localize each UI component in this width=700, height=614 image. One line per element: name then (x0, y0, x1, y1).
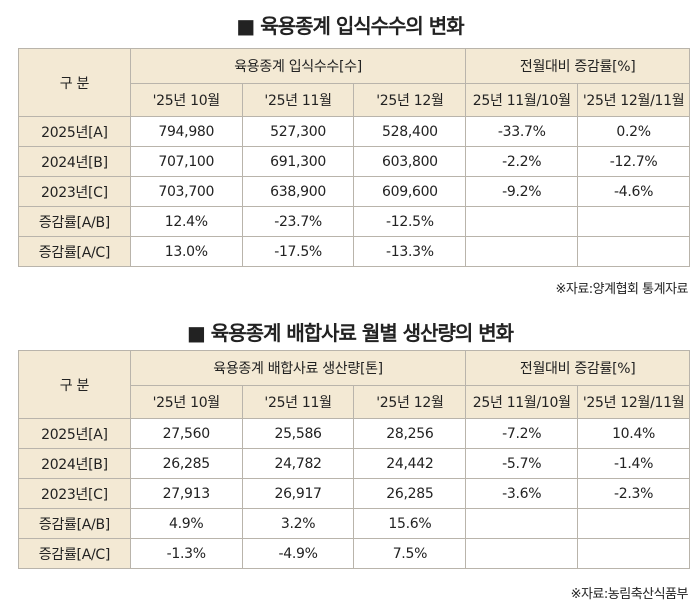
header-cell: '25년 10월 (129, 83, 243, 117)
data-cell: 26,285 (129, 448, 243, 479)
data-cell: -9.2% (465, 176, 579, 207)
empty-cell (465, 538, 579, 569)
data-cell: -7.2% (465, 418, 579, 449)
header-row: '25년 10월 '25년 11월 '25년 12월 25년 11월/10월 '25년 … (19, 83, 690, 117)
data-cell: 528,400 (353, 116, 467, 147)
header-cell: 25년 11월/10월 (465, 83, 579, 117)
header-cell: 전월대비 증감률[%] (465, 48, 690, 84)
data-cell: 603,800 (353, 146, 467, 177)
data-cell: -12.5% (353, 206, 467, 237)
table-title: ■ 육용종계 입식수수의 변화 (236, 14, 464, 38)
header-cell: 25년 11월/10월 (465, 385, 579, 419)
data-cell: 10.4% (577, 418, 690, 449)
data-cell: 25,586 (241, 418, 355, 449)
data-row: 증감률[A/B] 4.9% 3.2% 15.6% (18, 508, 690, 539)
data-cell: 26,917 (241, 478, 355, 509)
data-cell: 24,442 (353, 448, 467, 479)
data-cell: -2.2% (465, 146, 579, 177)
data-table: 구 분 육용종계 입식수수[수] 전월대비 증감률[%] '25년 10월 '25년 1… (18, 48, 690, 267)
data-cell: 27,560 (129, 418, 243, 449)
data-row: 2023년[C] 27,913 26,917 26,285 -3.6% -2.3% (18, 478, 690, 509)
data-cell: 691,300 (241, 146, 355, 177)
data-cell: 527,300 (241, 116, 355, 147)
data-row: 2023년[C] 703,700 638,900 609,600 -9.2% -4.6% (18, 176, 690, 207)
header-row: 구 분 육용종계 배합사료 생산량[톤] 전월대비 증감률[%] (18, 350, 690, 419)
empty-cell (577, 206, 690, 237)
data-cell: -13.3% (353, 236, 467, 267)
empty-cell (465, 508, 579, 539)
data-cell: 12.4% (129, 206, 243, 237)
header-cell: '25년 11월 (241, 83, 355, 117)
row-label: 2025년[A] (18, 418, 131, 449)
header-cell: '25년 12월 (353, 83, 467, 117)
data-cell: 707,100 (129, 146, 243, 177)
row-label: 2025년[A] (18, 116, 131, 147)
data-cell: -3.6% (465, 478, 579, 509)
data-cell: -23.7% (241, 206, 355, 237)
data-cell: 794,980 (129, 116, 243, 147)
data-row: 증감률[A/B] 12.4% -23.7% -12.5% (18, 206, 690, 237)
empty-cell (465, 236, 579, 267)
data-cell: -33.7% (465, 116, 579, 147)
data-cell: 24,782 (241, 448, 355, 479)
empty-cell (577, 236, 690, 267)
data-cell: 703,700 (129, 176, 243, 207)
data-table: 구 분 육용종계 배합사료 생산량[톤] 전월대비 증감률[%] '25년 10월 '2… (18, 350, 690, 569)
header-cell: 구 분 (18, 350, 131, 419)
row-label: 2024년[B] (18, 448, 131, 479)
row-label: 2023년[C] (18, 478, 131, 509)
row-label: 증감률[A/B] (18, 206, 131, 237)
header-cell: '25년 12월/11월 (577, 385, 690, 419)
header-cell: '25년 12월 (353, 385, 467, 419)
data-row: 2024년[B] 707,100 691,300 603,800 -2.2% -12.7% (18, 146, 690, 177)
data-cell: 0.2% (577, 116, 690, 147)
row-label: 증감률[A/B] (18, 508, 131, 539)
data-cell: 15.6% (353, 508, 467, 539)
header-cell: '25년 10월 (129, 385, 243, 419)
header-cell: 육용종계 입식수수[수] (129, 48, 467, 84)
data-cell: 27,913 (129, 478, 243, 509)
source-note: ※자료:농림축산식품부 (570, 587, 689, 602)
data-cell: -12.7% (577, 146, 690, 177)
data-row: 증감률[A/C] -1.3% -4.9% 7.5% (18, 538, 690, 569)
data-cell: -17.5% (241, 236, 355, 267)
data-cell: 7.5% (353, 538, 467, 569)
source-note: ※자료:양계협회 통계자료 (555, 282, 688, 297)
data-cell: 3.2% (241, 508, 355, 539)
data-cell: -4.9% (241, 538, 355, 569)
data-cell: -1.4% (577, 448, 690, 479)
data-cell: -1.3% (129, 538, 243, 569)
data-row: 2025년[A] 27,560 25,586 28,256 -7.2% 10.4% (18, 418, 690, 449)
data-cell: 4.9% (129, 508, 243, 539)
data-cell: 13.0% (129, 236, 243, 267)
data-cell: 26,285 (353, 478, 467, 509)
data-cell: 638,900 (241, 176, 355, 207)
data-cell: -4.6% (577, 176, 690, 207)
data-cell: 28,256 (353, 418, 467, 449)
row-label: 증감률[A/C] (18, 236, 131, 267)
data-row: 증감률[A/C] 13.0% -17.5% -13.3% (18, 236, 690, 267)
empty-cell (465, 206, 579, 237)
row-label: 2023년[C] (18, 176, 131, 207)
row-label: 2024년[B] (18, 146, 131, 177)
data-cell: -2.3% (577, 478, 690, 509)
header-cell: 전월대비 증감률[%] (465, 350, 690, 386)
empty-cell (577, 538, 690, 569)
data-row: 2024년[B] 26,285 24,782 24,442 -5.7% -1.4% (18, 448, 690, 479)
header-cell: 육용종계 배합사료 생산량[톤] (129, 350, 467, 386)
header-cell: '25년 12월/11월 (577, 83, 690, 117)
empty-cell (577, 508, 690, 539)
table-title: ■ 육용종계 배합사료 월별 생산량의 변화 (186, 321, 514, 345)
header-row: '25년 10월 '25년 11월 '25년 12월 25년 11월/10월 '25년 … (19, 385, 690, 419)
data-cell: 609,600 (353, 176, 467, 207)
data-cell: -5.7% (465, 448, 579, 479)
data-row: 2025년[A] 794,980 527,300 528,400 -33.7% 0.2% (18, 116, 690, 147)
header-row: 구 분 육용종계 입식수수[수] 전월대비 증감률[%] (18, 48, 690, 117)
header-cell: 구 분 (18, 48, 131, 117)
row-label: 증감률[A/C] (18, 538, 131, 569)
header-cell: '25년 11월 (241, 385, 355, 419)
